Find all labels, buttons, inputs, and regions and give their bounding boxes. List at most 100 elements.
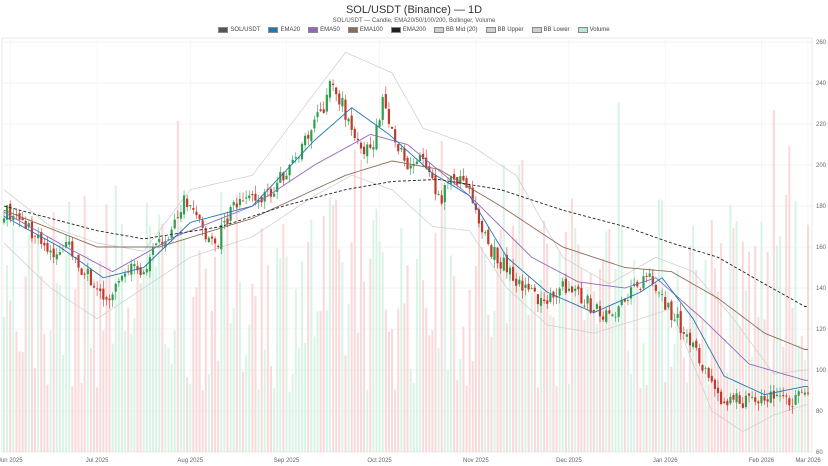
volume-bar (412, 383, 415, 452)
x-tick-label: Jul 2025 (86, 458, 109, 464)
legend-item[interactable]: EMA20 (268, 27, 300, 33)
volume-bar (676, 269, 679, 452)
bb-lower-line (3, 174, 808, 432)
candle-body (269, 188, 273, 197)
volume-bar (440, 140, 443, 453)
legend-item[interactable]: EMA100 (347, 27, 383, 33)
candle-body (186, 198, 189, 208)
volume-bar (716, 291, 719, 452)
volume-bar (273, 387, 276, 452)
volume-bar (561, 276, 564, 452)
volume-bar (316, 311, 319, 452)
volume-bar (217, 360, 220, 452)
volume-bar (3, 316, 5, 452)
candle-body (409, 165, 412, 169)
candle-body (645, 275, 648, 277)
candle-body (77, 255, 80, 268)
candle-body (27, 223, 30, 228)
volume-bar (161, 223, 164, 452)
candle-body (546, 300, 549, 304)
candle-body (285, 175, 288, 180)
legend-swatch (268, 27, 279, 33)
legend-label: Volume (589, 27, 610, 33)
volume-bar (751, 356, 754, 452)
candle-body (229, 206, 232, 221)
candle-body (176, 217, 179, 219)
candle-body (769, 391, 772, 403)
volume-bar (738, 325, 741, 452)
volume-bar (238, 281, 241, 452)
candle-body (468, 185, 471, 189)
candle-body (713, 379, 716, 389)
candle-body (127, 271, 130, 273)
legend-item[interactable]: SOL/USDT (218, 27, 260, 33)
volume-bar (297, 347, 300, 452)
volume-bar (372, 219, 375, 452)
volume-bar (86, 256, 89, 452)
y-tick-label: 140 (816, 286, 827, 292)
candle-body (493, 246, 496, 260)
candle-body (775, 394, 779, 396)
candle-body (226, 218, 229, 224)
volume-bar (394, 389, 397, 452)
candle-body (533, 287, 536, 292)
candle-body (549, 294, 552, 302)
volume-bar (391, 328, 394, 452)
volume-bar (710, 220, 713, 452)
volume-bar (108, 267, 111, 452)
candle-body (207, 237, 210, 243)
volume-bar (667, 291, 670, 452)
candle-body (586, 295, 589, 304)
volume-bar (124, 330, 127, 452)
volume-bar (791, 308, 794, 452)
candle-body (692, 342, 695, 347)
candle-body (465, 178, 468, 188)
legend-swatch (218, 27, 229, 33)
volume-bar (232, 307, 235, 452)
candle-body (49, 250, 52, 253)
volume-bar (720, 243, 723, 452)
volume-bar (65, 255, 68, 452)
candle-body (96, 288, 99, 290)
volume-bar (617, 102, 620, 452)
volume-bar (661, 200, 664, 452)
volume-bar (127, 307, 130, 452)
volume-bar (443, 203, 446, 452)
legend-item[interactable]: BB Upper (485, 27, 524, 33)
chart-subtitle: SOL/USDT — Candle, EMA20/50/100/200, Bol… (332, 18, 496, 24)
volume-bar (34, 367, 37, 452)
candle-body (74, 256, 77, 258)
volume-bar (515, 238, 518, 452)
volume-bar (55, 282, 58, 452)
volume-bar (605, 231, 608, 452)
volume-bar (493, 310, 496, 452)
volume-bar (74, 289, 77, 452)
legend-item[interactable]: EMA200 (390, 27, 426, 33)
x-tick-label: Sep 2025 (274, 458, 300, 464)
candle-body (648, 273, 651, 277)
volume-bar (189, 384, 192, 452)
candle-body (477, 209, 481, 224)
volume-bar (744, 290, 747, 452)
volume-bar (15, 331, 18, 452)
volume-bar (484, 253, 487, 452)
volume-bar (223, 247, 226, 452)
legend-item[interactable]: BB Mid (20) (433, 27, 478, 33)
legend-item[interactable]: BB Lower (531, 27, 570, 33)
candle-body (521, 280, 524, 291)
volume-bar (319, 310, 322, 452)
candle-body (375, 125, 378, 150)
volume-bar (102, 330, 105, 452)
volume-bar (453, 276, 456, 452)
candle-body (664, 297, 667, 310)
candle-body (661, 293, 664, 295)
candle-body (394, 129, 397, 143)
candle-body (487, 229, 490, 245)
volume-bar (692, 225, 695, 452)
legend-item[interactable]: Volume (577, 27, 610, 33)
candle-body (397, 144, 400, 152)
legend-item[interactable]: EMA50 (308, 27, 340, 33)
volume-bar (142, 267, 145, 452)
legend-label: EMA50 (320, 27, 340, 33)
candle-body (471, 187, 474, 203)
